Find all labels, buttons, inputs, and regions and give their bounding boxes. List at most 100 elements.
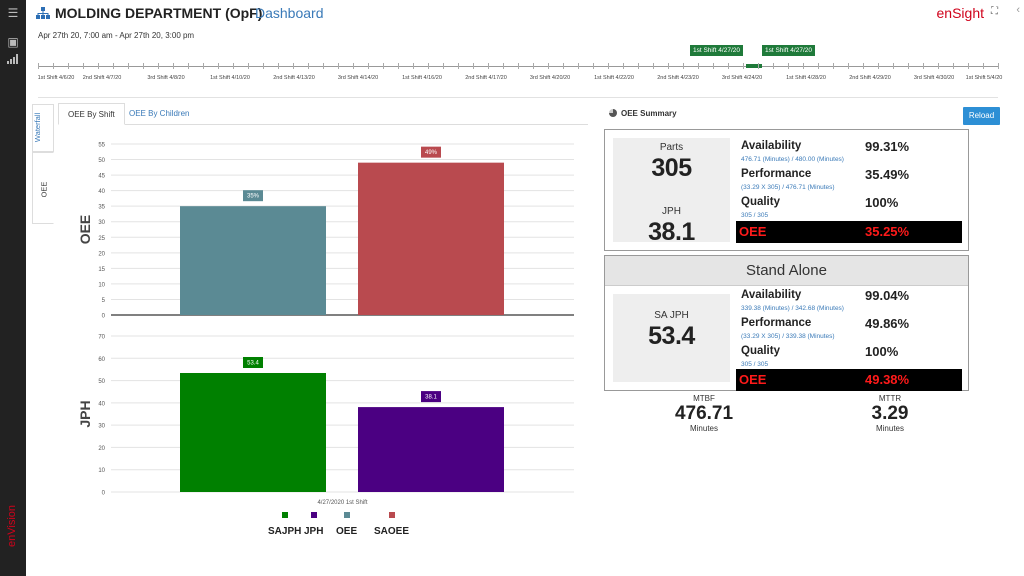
sa-oee-value: 49.38% bbox=[865, 372, 910, 387]
timeline-selection[interactable] bbox=[746, 64, 762, 68]
fullscreen-icon[interactable]: ⛶ bbox=[991, 6, 998, 17]
timeline-label[interactable]: 1st Shift 4/6/20 bbox=[37, 75, 75, 81]
timeline-label[interactable]: 1st Shift 4/16/20 bbox=[402, 75, 442, 81]
timeline-label[interactable]: 2nd Shift 4/13/20 bbox=[273, 75, 315, 81]
timeline-tick bbox=[113, 63, 114, 69]
timeline-label[interactable]: 3rd Shift 4/30/20 bbox=[913, 75, 955, 81]
standalone-title: Stand Alone bbox=[605, 256, 968, 286]
timeline-label[interactable]: 1st Shift 5/4/20 bbox=[965, 75, 1003, 81]
legend-item-oee[interactable]: OEE bbox=[336, 512, 357, 539]
timeline-tick bbox=[398, 63, 399, 69]
timeline-tick bbox=[713, 63, 714, 69]
tab-oee-by-children[interactable]: OEE By Children bbox=[129, 109, 190, 118]
tab-oee-by-shift[interactable]: OEE By Shift bbox=[58, 103, 125, 125]
y-tick-label: 0 bbox=[102, 314, 106, 320]
tab-waterfall[interactable]: Waterfall bbox=[32, 104, 54, 152]
date-range: Apr 27th 20, 7:00 am - Apr 27th 20, 3:00… bbox=[38, 31, 195, 40]
timeline-label[interactable]: 2nd Shift 4/29/20 bbox=[849, 75, 891, 81]
sa-availability-sub: 339.38 (Minutes) / 342.68 (Minutes) bbox=[741, 305, 844, 312]
timeline-tick bbox=[698, 63, 699, 69]
sa-oee-label: OEE bbox=[739, 372, 767, 387]
timeline-tick bbox=[458, 63, 459, 69]
sa-availability-label: Availability bbox=[741, 289, 802, 301]
parts-label: Parts bbox=[659, 142, 684, 153]
legend-label: JPH bbox=[304, 526, 324, 537]
page-subtitle[interactable]: Dashboard bbox=[255, 5, 324, 21]
timeline-label[interactable]: 2nd Shift 4/23/20 bbox=[657, 75, 699, 81]
y-tick-label: 50 bbox=[98, 379, 105, 385]
sa-performance-sub: (33.29 X 305) / 339.38 (Minutes) bbox=[741, 333, 835, 340]
timeline-tick bbox=[158, 63, 159, 69]
jph-value: 38.1 bbox=[648, 218, 695, 246]
reload-button[interactable]: Reload bbox=[963, 107, 1000, 125]
timeline-tick bbox=[863, 63, 864, 69]
mtbf-label: MTBF bbox=[693, 394, 715, 403]
data-label-bg bbox=[243, 190, 263, 202]
data-label-bg bbox=[421, 391, 441, 403]
jph-label: JPH bbox=[662, 206, 681, 217]
timeline-tick bbox=[593, 63, 594, 69]
monitor-icon[interactable]: ▣ bbox=[7, 35, 19, 49]
quality-sub: 305 / 305 bbox=[741, 212, 769, 219]
timeline-tick bbox=[548, 63, 549, 69]
performance-sub: (33.29 X 305) / 476.71 (Minutes) bbox=[741, 184, 835, 191]
parts-value: 305 bbox=[651, 154, 692, 182]
data-label: 38.1 bbox=[425, 395, 437, 401]
performance-value: 35.49% bbox=[865, 167, 910, 182]
chevron-left-icon[interactable]: ‹ bbox=[1016, 4, 1020, 16]
timeline-tick bbox=[293, 63, 294, 69]
oee-label: OEE bbox=[739, 224, 767, 239]
y-tick-label: 25 bbox=[98, 236, 105, 242]
availability-value: 99.31% bbox=[865, 139, 910, 154]
timeline-flag-end[interactable]: 1st Shift 4/27/20 bbox=[762, 45, 815, 56]
legend-swatch bbox=[310, 512, 317, 518]
timeline-label[interactable]: 2nd Shift 4/17/20 bbox=[465, 75, 507, 81]
timeline-tick bbox=[428, 63, 429, 69]
y-tick-label: 40 bbox=[98, 189, 105, 195]
timeline-label[interactable]: 1st Shift 4/22/20 bbox=[594, 75, 634, 81]
legend-item-jph[interactable]: JPH bbox=[304, 512, 323, 539]
timeline-tick bbox=[938, 63, 939, 69]
timeline-label[interactable]: 3rd Shift 4/20/20 bbox=[529, 75, 571, 81]
timeline-label[interactable]: 1st Shift 4/10/20 bbox=[210, 75, 250, 81]
tab-waterfall-label: Waterfall bbox=[33, 112, 43, 143]
timeline-tick bbox=[533, 63, 534, 69]
timeline-tick bbox=[563, 63, 564, 69]
legend-item-sajph[interactable]: SAJPH bbox=[268, 512, 301, 539]
timeline-label[interactable]: 1st Shift 4/28/20 bbox=[786, 75, 826, 81]
y-tick-label: 55 bbox=[98, 143, 105, 149]
timeline-tick bbox=[233, 63, 234, 69]
org-chart-icon bbox=[36, 6, 50, 20]
shift-timeline[interactable]: 1st Shift 4/27/20 1st Shift 4/27/20 1st … bbox=[37, 44, 1002, 88]
timeline-tick bbox=[608, 63, 609, 69]
standalone-card: Stand Alone SA JPH 53.4 Availability 99.… bbox=[604, 255, 969, 391]
legend-swatch bbox=[281, 512, 288, 518]
legend-swatch bbox=[388, 512, 395, 518]
performance-label: Performance bbox=[741, 168, 812, 180]
bar-saoee bbox=[358, 162, 504, 315]
quality-label: Quality bbox=[741, 196, 780, 208]
timeline-label[interactable]: 3rd Shift 4/8/20 bbox=[147, 75, 185, 81]
data-label-bg bbox=[243, 356, 263, 368]
menu-icon[interactable]: ☰ bbox=[7, 6, 19, 20]
timeline-tick bbox=[638, 63, 639, 69]
timeline-label[interactable]: 3rd Shift 4/14/20 bbox=[337, 75, 379, 81]
timeline-tick bbox=[773, 63, 774, 69]
timeline-tick bbox=[173, 63, 174, 69]
tab-oee[interactable]: OEE bbox=[32, 152, 54, 224]
timeline-tick bbox=[578, 63, 579, 69]
timeline-label[interactable]: 3rd Shift 4/24/20 bbox=[721, 75, 763, 81]
timeline-tick bbox=[758, 63, 759, 69]
timeline-label[interactable]: 2nd Shift 4/7/20 bbox=[82, 75, 122, 81]
y-tick-label: 20 bbox=[98, 251, 105, 257]
signal-icon[interactable] bbox=[6, 54, 20, 66]
sa-oee-result-bar: OEE 49.38% bbox=[736, 369, 962, 391]
oee-summary-header: OEE Summary bbox=[609, 109, 677, 118]
y-tick-label: 10 bbox=[98, 282, 105, 288]
timeline-tick bbox=[908, 63, 909, 69]
timeline-tick bbox=[488, 63, 489, 69]
timeline-tick bbox=[143, 63, 144, 69]
timeline-flag-start[interactable]: 1st Shift 4/27/20 bbox=[690, 45, 743, 56]
legend-item-saoee[interactable]: SAOEE bbox=[374, 512, 409, 539]
standalone-left-panel bbox=[613, 294, 730, 382]
